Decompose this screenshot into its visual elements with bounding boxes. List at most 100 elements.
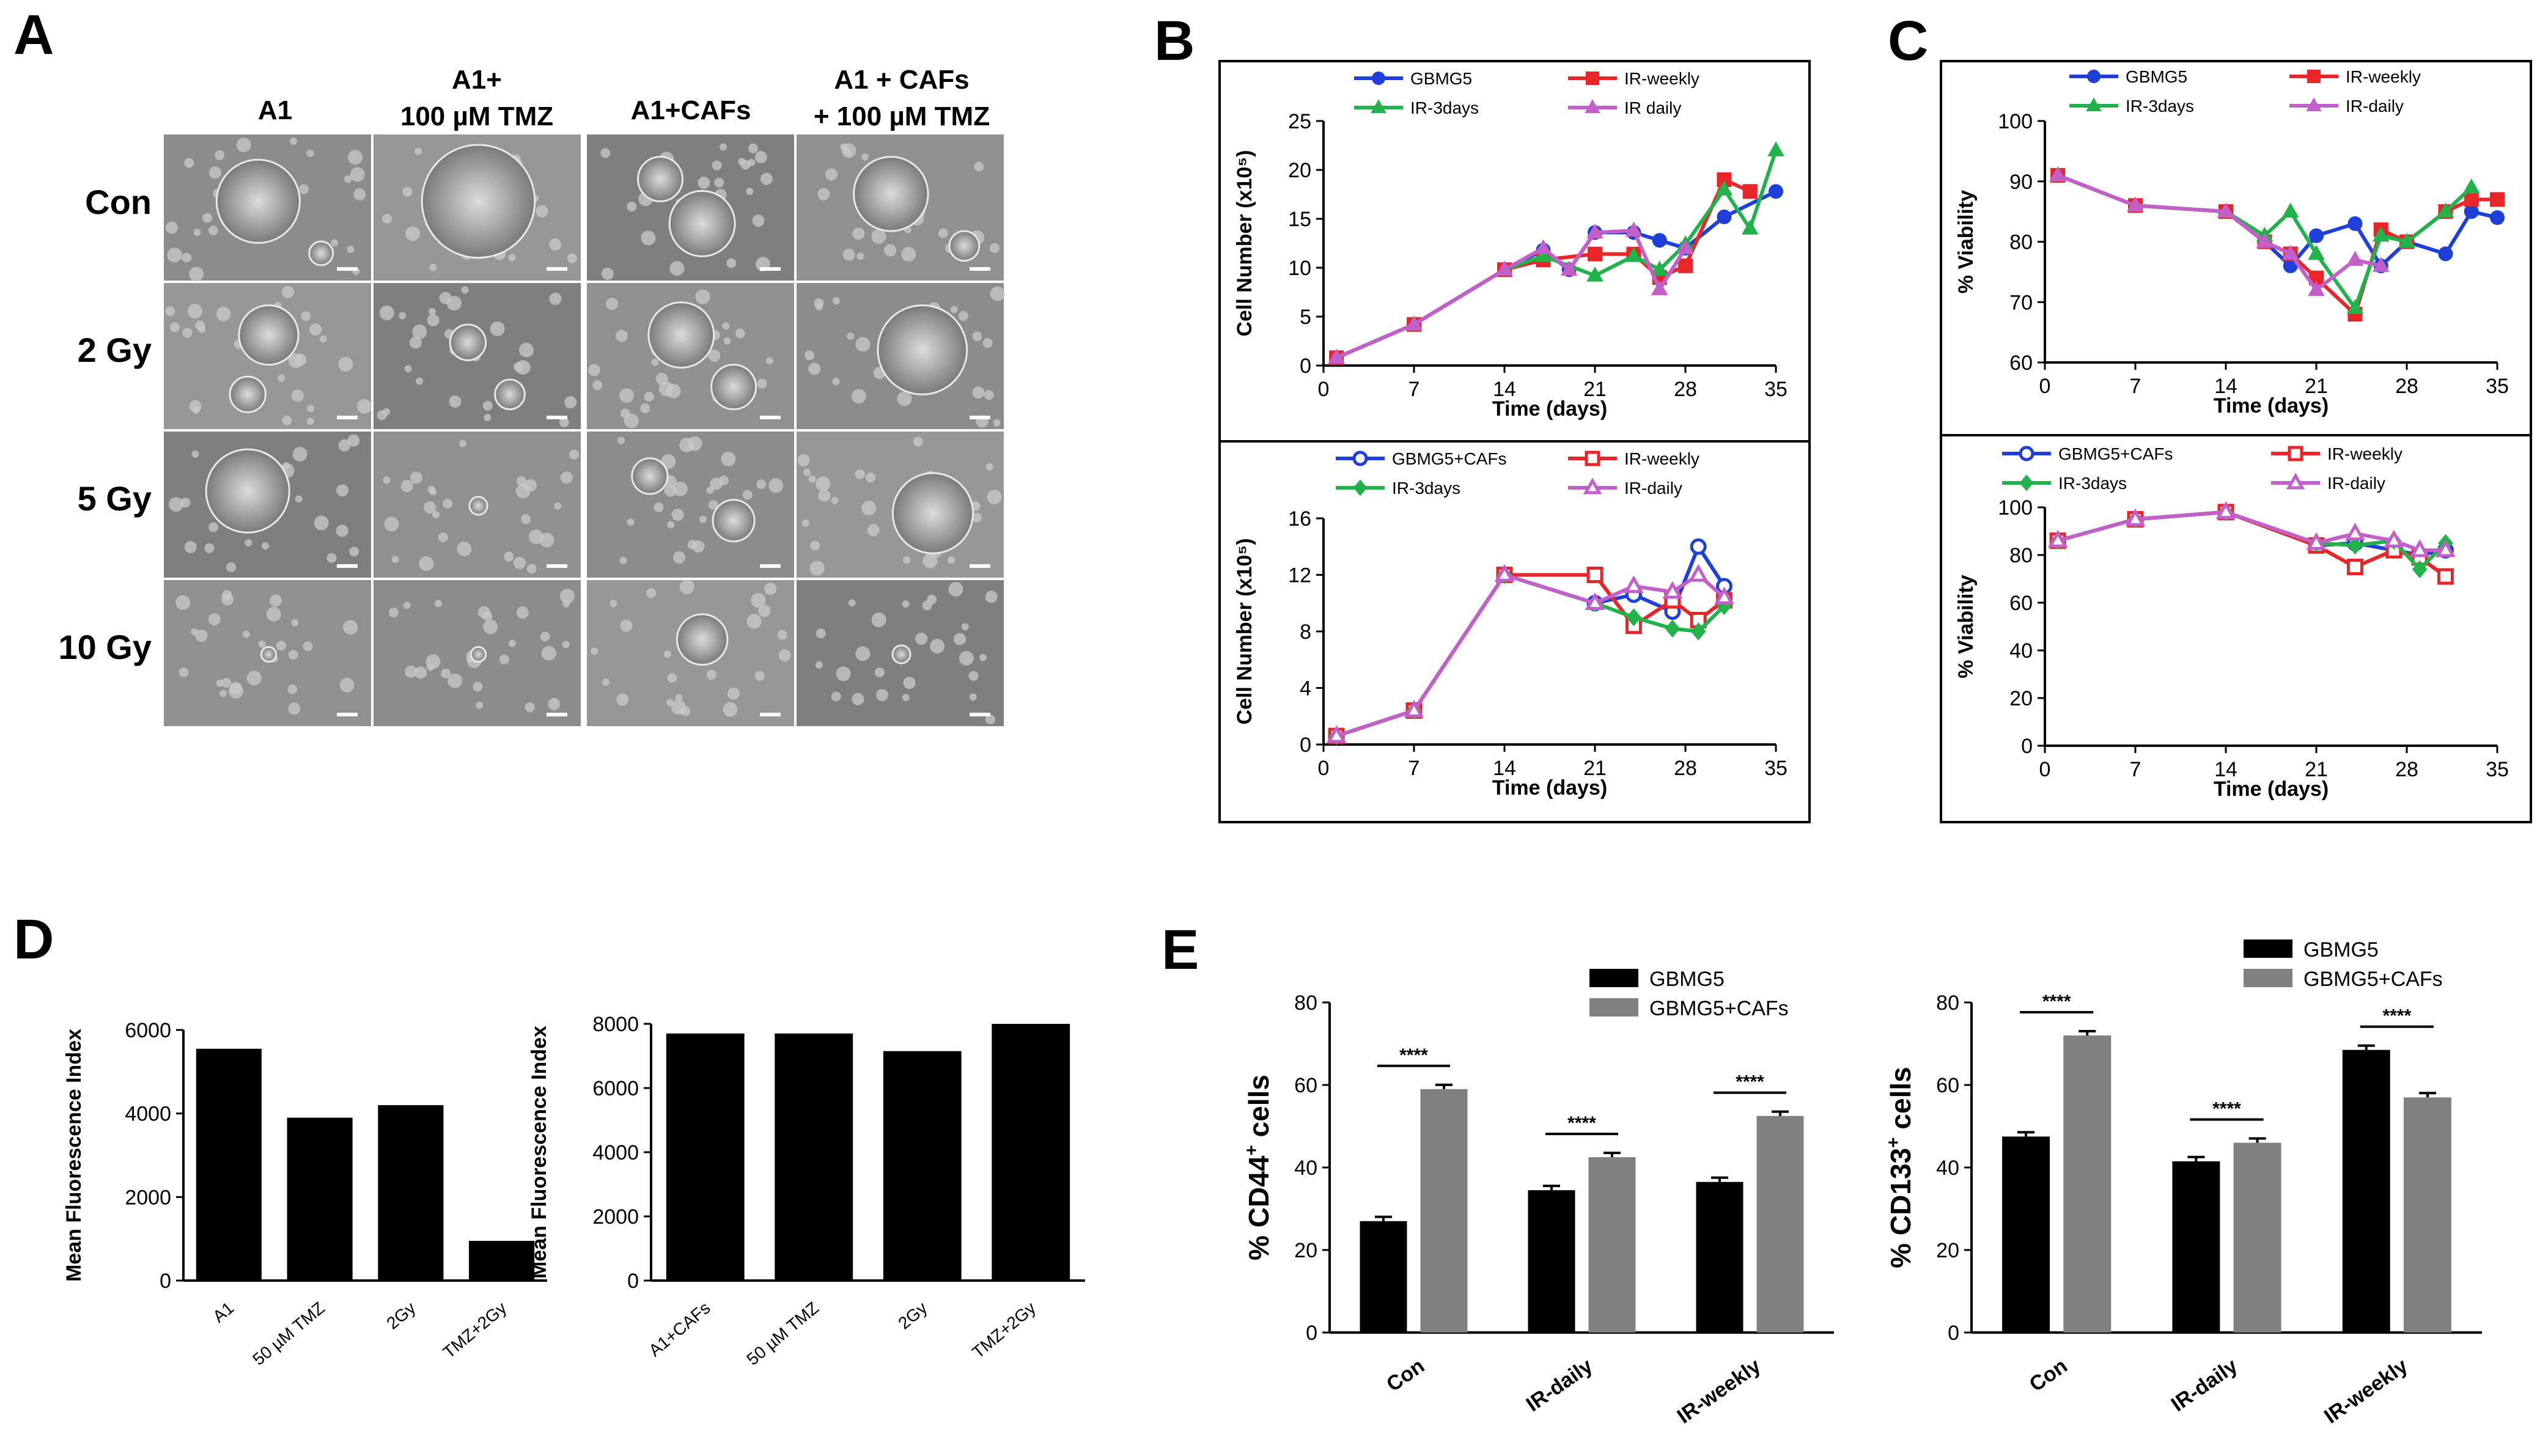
cell-dot [521,514,531,524]
cell-dot [461,286,469,294]
cell-dot [476,701,484,709]
cell-dot [541,645,556,661]
cell-dot [852,693,864,705]
cell-dot [922,600,932,611]
cell-dot [959,650,974,666]
cell-dot [339,677,355,693]
cell-dot [170,322,180,333]
data-point [2215,501,2236,520]
cell-dot [903,556,911,564]
cell-dot [179,667,189,677]
cell-dot [266,606,281,622]
cell-dot [277,374,285,382]
cell-dot [189,267,204,282]
data-point [1662,581,1683,599]
x-axis-label: Time (days) [1492,776,1607,800]
data-point [1625,247,1643,262]
cell-dot [309,323,322,336]
cell-dot [714,177,724,188]
cell-dot [738,158,746,166]
cell-dot [432,510,440,518]
x-tick-label: 0 [2039,375,2051,398]
cell-dot [314,515,329,531]
cell-dot [855,469,865,479]
legend-marker [2087,70,2101,83]
y-tick-label: 20 [2009,687,2033,710]
x-category-label: IR-weekly [2320,1354,2412,1428]
y-axis-label-main: % CD44 [1243,1155,1275,1260]
bar-chart-e-left: 0 20 40 60 80 **** Con **** IR-daily **** IR-weekl… [1242,968,1834,1428]
cell-dot [764,583,777,595]
y-tick-label: 0 [1300,355,1311,378]
cell-dot [301,311,311,322]
micrograph-tile [374,432,581,578]
cell-dot [948,581,963,597]
scale-bar [337,564,358,568]
data-point [2256,232,2274,248]
micrograph-tile [587,283,794,429]
y-axis-label-main: % CD133 [1885,1148,1917,1268]
legend-marker [1352,450,1368,466]
y-axis-label: % Viability [1954,575,1978,678]
y-tick-label: 60 [1294,1074,1317,1097]
cell-dot [298,184,309,194]
cell-dot [671,509,684,521]
x-tick-label: 14 [2214,375,2237,398]
data-point [2464,204,2479,219]
data-point [2372,226,2390,242]
cell-dot [457,542,472,557]
cell-dot [620,408,630,419]
cell-dot [751,593,766,608]
y-axis-label: Cell Number (x10⁵) [1233,150,1256,336]
cell-dot [746,614,762,629]
cell-dot [182,252,192,263]
data-point [2384,529,2404,548]
cell-dot [343,620,358,635]
panel-letter-d: D [13,908,54,971]
cell-dot [765,357,773,365]
cell-dot [184,158,194,168]
bar [775,1033,853,1281]
cell-dot [848,599,856,607]
bar [1420,1089,1468,1333]
cell-dot [188,304,203,319]
cell-dot [667,673,677,683]
cell-dot [459,439,467,447]
y-tick-label: 80 [1936,991,1959,1015]
data-point [1690,538,1707,555]
x-tick-label: 35 [2486,375,2509,398]
cell-dot [803,468,811,476]
cell-dot [261,542,269,550]
cell-dot [808,475,816,483]
x-tick-label: 28 [2395,758,2418,781]
cell-dot [383,408,391,416]
x-tick-label: 0 [2039,758,2051,781]
cell-dot [414,666,427,679]
x-category-label: IR-daily [1522,1354,1597,1416]
cell-dot [424,501,436,513]
micrograph-tile [587,579,794,726]
cell-dot [754,151,767,164]
cell-dot [644,392,654,402]
cell-cluster [449,323,487,361]
y-axis-label: % Viability [1954,190,1978,294]
cell-dot [569,449,580,460]
y-tick-label: 60 [2009,592,2033,615]
series-ir-weekly [1329,172,1758,366]
cell-cluster [308,240,334,267]
data-point [2464,192,2479,207]
y-axis-label: Mean Fluorescence Index [528,1026,551,1279]
cell-dot [567,253,577,263]
cell-dot [338,356,353,372]
data-point [2490,192,2505,207]
cell-dot [723,702,738,717]
column-header: 100 µM TMZ [400,101,553,131]
cell-dot [295,495,303,503]
data-point [1626,608,1641,627]
cell-dot [288,650,298,660]
bar [378,1105,444,1281]
data-point [1714,586,1734,605]
data-point [2125,508,2146,526]
cell-dot [726,258,737,268]
cell-dot [640,403,650,414]
